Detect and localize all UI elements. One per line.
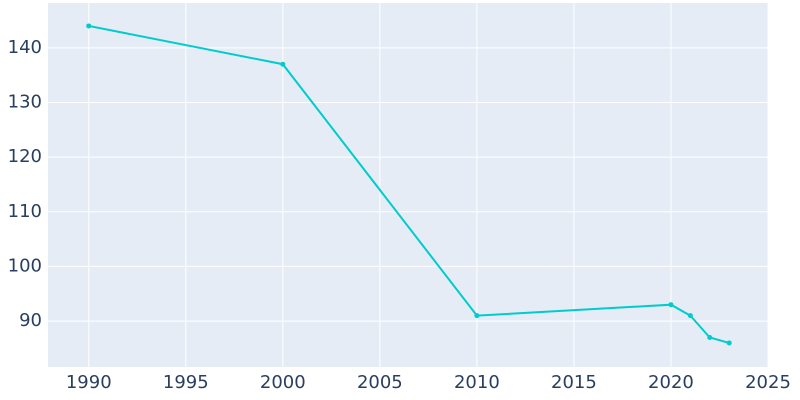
point	[707, 334, 713, 340]
x-tick-label: 2020	[648, 372, 694, 393]
y-tick-label: 130	[8, 91, 42, 112]
point	[280, 61, 286, 67]
point	[687, 313, 693, 319]
plot-area	[48, 3, 768, 367]
x-tick-label: 2000	[260, 372, 306, 393]
x-tick-label: 2010	[454, 372, 500, 393]
point	[726, 340, 732, 346]
x-tick-label: 2005	[357, 372, 403, 393]
y-tick-label: 110	[8, 201, 42, 222]
y-tick-label: 120	[8, 146, 42, 167]
point	[474, 313, 480, 319]
point	[668, 302, 674, 308]
y-tick-label: 140	[8, 37, 42, 58]
x-tick-label: 1990	[66, 372, 112, 393]
x-tick-label: 1995	[163, 372, 209, 393]
y-tick-label: 90	[19, 310, 42, 331]
y-tick-label: 100	[8, 255, 42, 276]
point	[86, 23, 92, 29]
x-tick-label: 2025	[745, 372, 791, 393]
x-tick-label: 2015	[551, 372, 597, 393]
